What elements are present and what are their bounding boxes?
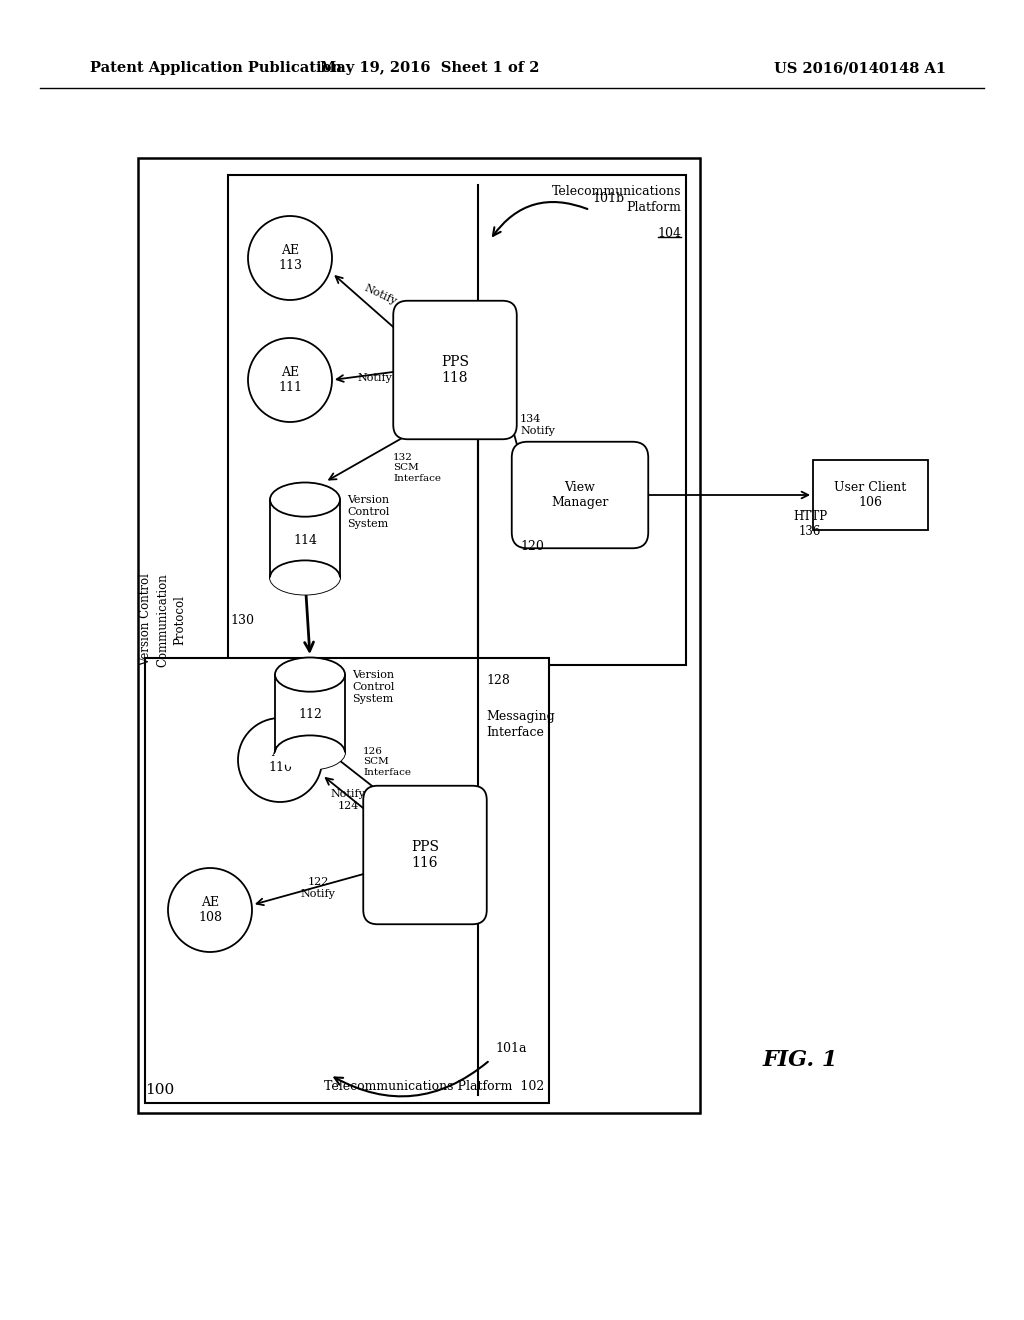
Text: Notify: Notify: [357, 374, 392, 383]
FancyBboxPatch shape: [812, 459, 928, 531]
Polygon shape: [270, 499, 340, 578]
Text: FIG. 1: FIG. 1: [762, 1049, 838, 1071]
FancyBboxPatch shape: [512, 442, 648, 548]
Text: Notify
124: Notify 124: [331, 789, 366, 810]
FancyBboxPatch shape: [393, 301, 517, 440]
Text: Telecommunications
Platform: Telecommunications Platform: [552, 185, 681, 214]
Text: User Client
106: User Client 106: [834, 480, 906, 510]
FancyBboxPatch shape: [228, 176, 686, 665]
Text: Version Control
Communication
Protocol: Version Control Communication Protocol: [139, 573, 186, 667]
Text: 101b: 101b: [592, 191, 624, 205]
Text: AE
113: AE 113: [278, 244, 302, 272]
Ellipse shape: [275, 735, 345, 770]
Text: Telecommunications Platform  102: Telecommunications Platform 102: [324, 1080, 544, 1093]
Text: US 2016/0140148 A1: US 2016/0140148 A1: [774, 61, 946, 75]
Ellipse shape: [270, 561, 340, 594]
Text: Notify: Notify: [362, 282, 398, 308]
Polygon shape: [275, 675, 345, 752]
Text: 104: 104: [657, 227, 681, 240]
Text: HTTP
136: HTTP 136: [793, 510, 827, 539]
Text: 100: 100: [145, 1082, 174, 1097]
Text: 101a: 101a: [495, 1041, 526, 1055]
Ellipse shape: [275, 735, 345, 770]
Ellipse shape: [270, 561, 340, 594]
Text: 114: 114: [293, 533, 317, 546]
Text: 128: 128: [486, 673, 510, 686]
Circle shape: [168, 869, 252, 952]
Circle shape: [248, 216, 332, 300]
Text: PPS
118: PPS 118: [441, 355, 469, 385]
Text: AE
110: AE 110: [268, 746, 292, 774]
Text: Version
Control
System: Version Control System: [352, 669, 394, 705]
Text: 122
Notify: 122 Notify: [301, 878, 336, 899]
Text: AE
108: AE 108: [198, 896, 222, 924]
Circle shape: [248, 338, 332, 422]
Text: PPS
116: PPS 116: [411, 840, 439, 870]
Text: Version
Control
System: Version Control System: [347, 495, 389, 529]
FancyBboxPatch shape: [145, 657, 549, 1104]
Text: 134
Notify: 134 Notify: [520, 414, 555, 436]
Text: Patent Application Publication: Patent Application Publication: [90, 61, 342, 75]
FancyBboxPatch shape: [138, 158, 700, 1113]
Text: Messaging
Interface: Messaging Interface: [486, 710, 555, 739]
Text: May 19, 2016  Sheet 1 of 2: May 19, 2016 Sheet 1 of 2: [321, 61, 540, 75]
Text: 120: 120: [520, 540, 544, 553]
Text: 130: 130: [230, 614, 254, 627]
Ellipse shape: [270, 483, 340, 516]
Text: 112: 112: [298, 709, 322, 722]
Text: View
Manager: View Manager: [551, 480, 608, 510]
Text: 126
SCM
Interface: 126 SCM Interface: [362, 747, 411, 777]
Ellipse shape: [275, 657, 345, 692]
FancyBboxPatch shape: [364, 785, 486, 924]
Text: 132
SCM
Interface: 132 SCM Interface: [393, 453, 441, 483]
Text: AE
111: AE 111: [278, 366, 302, 393]
Circle shape: [238, 718, 322, 803]
